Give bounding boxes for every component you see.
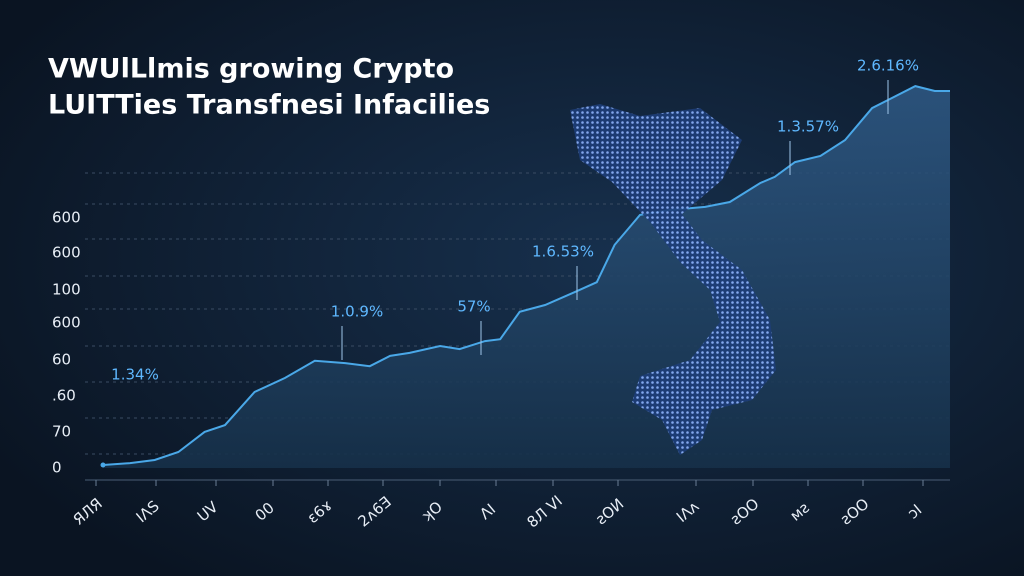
- y-axis-label: 70: [52, 423, 71, 441]
- y-axis-label: 100: [52, 281, 81, 299]
- y-axis-label: 60: [52, 351, 71, 369]
- line: [102, 85, 950, 466]
- annotation: 57%: [457, 298, 490, 316]
- y-axis-label: .60: [52, 387, 76, 405]
- chart-title: VWUlLlmis growing Crypto: [48, 54, 454, 85]
- chart-title: LUITTies Transfnesi Infacilies: [48, 90, 490, 121]
- annotation: 2.6.16%: [857, 57, 919, 75]
- annotation: 1.6.53%: [532, 243, 594, 261]
- y-axis-label: 600: [52, 209, 81, 227]
- y-axis-label: 600: [52, 314, 81, 332]
- map-shape: [570, 104, 776, 455]
- annotation: 1.34%: [111, 366, 159, 384]
- annotation: 1.3.57%: [777, 118, 839, 136]
- annotation: 1.0.9%: [331, 303, 383, 321]
- y-axis-label: 0: [52, 459, 62, 477]
- point: [100, 462, 106, 468]
- y-axis-label: 600: [52, 244, 81, 262]
